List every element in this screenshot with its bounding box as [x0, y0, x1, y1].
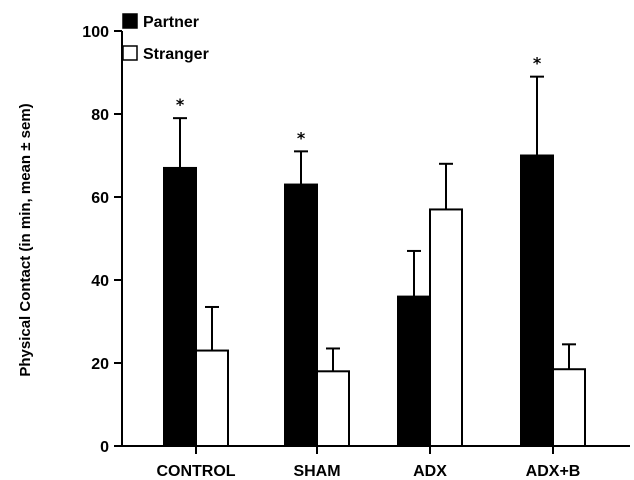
y-tick-label: 80	[91, 107, 109, 124]
x-category-label: ADX	[413, 463, 447, 480]
y-tick-label: 40	[91, 273, 109, 290]
bar-stranger-adx-b	[552, 368, 586, 448]
plot-area: 0 20 40 60 80 100 * CONTROL * SHAM ADX * ADX+B	[82, 24, 630, 480]
bar-stranger-adx	[429, 208, 463, 447]
y-axis-title: Physical Contact (in min, mean ± sem)	[17, 103, 34, 376]
x-category-label: CONTROL	[156, 463, 235, 480]
bar-partner-sham	[284, 183, 318, 448]
y-tick-label: 0	[100, 439, 109, 456]
legend-label-stranger: Stranger	[143, 46, 209, 63]
bar-partner-adx	[397, 295, 431, 447]
x-category-label: ADX+B	[526, 463, 581, 480]
x-category-label: SHAM	[293, 463, 340, 480]
bar-partner-adx-b	[520, 154, 554, 447]
bar-partner-control	[163, 166, 197, 447]
legend: Partner Stranger	[122, 13, 209, 63]
legend-swatch-stranger	[122, 45, 138, 61]
legend-label-partner: Partner	[143, 14, 199, 31]
bar-stranger-sham	[316, 370, 350, 447]
y-tick-label: 20	[91, 356, 109, 373]
significance-marker: *	[176, 95, 185, 114]
y-tick-label: 100	[82, 24, 109, 41]
y-tick-label: 60	[91, 190, 109, 207]
significance-marker: *	[297, 128, 306, 147]
legend-swatch-partner	[122, 13, 138, 29]
bar-stranger-control	[195, 349, 229, 447]
significance-marker: *	[533, 54, 542, 73]
